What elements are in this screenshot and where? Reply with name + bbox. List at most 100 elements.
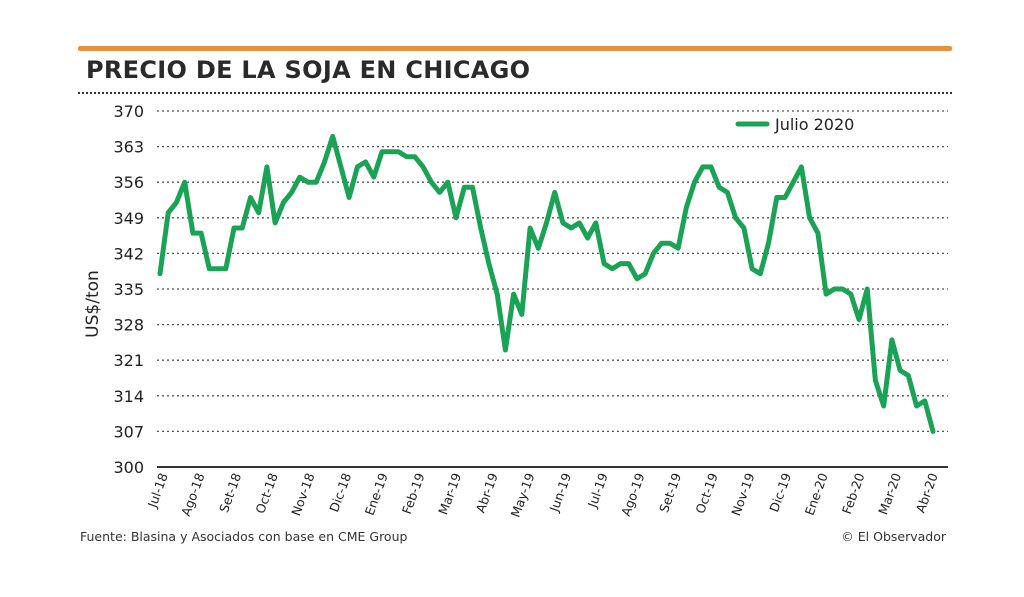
data-point: [602, 261, 607, 266]
data-point: [593, 220, 598, 225]
x-tick-label: Ago-19: [618, 471, 647, 518]
data-point: [857, 317, 862, 322]
y-tick-label: 349: [113, 209, 144, 228]
data-point: [676, 246, 681, 251]
y-tick-label: 307: [113, 422, 144, 441]
data-point: [577, 220, 582, 225]
data-point: [643, 271, 648, 276]
data-point: [158, 271, 163, 276]
accent-bar: [78, 46, 952, 51]
data-point: [454, 215, 459, 220]
data-point: [495, 292, 500, 297]
data-point: [404, 154, 409, 159]
data-point: [610, 266, 615, 271]
data-point: [388, 149, 393, 154]
data-point: [215, 266, 220, 271]
data-point: [371, 175, 376, 180]
data-point: [470, 185, 475, 190]
data-point: [807, 215, 812, 220]
y-tick-label: 314: [113, 387, 144, 406]
data-point: [462, 185, 467, 190]
data-point: [692, 180, 697, 185]
data-point: [297, 175, 302, 180]
x-tick-label: Dic-18: [326, 471, 354, 514]
x-tick-label: Ene-19: [362, 471, 391, 517]
data-point: [799, 164, 804, 169]
data-point: [536, 246, 541, 251]
data-point: [503, 348, 508, 353]
data-point: [207, 266, 212, 271]
data-point: [248, 195, 253, 200]
x-tick-label: Feb-19: [399, 471, 428, 516]
data-point: [322, 159, 327, 164]
data-point: [873, 378, 878, 383]
data-point: [347, 195, 352, 200]
data-point: [528, 226, 533, 231]
data-point: [774, 195, 779, 200]
data-point: [766, 241, 771, 246]
x-tick-label: Jun-19: [546, 471, 574, 515]
title-divider: [78, 92, 952, 94]
data-point: [585, 236, 590, 241]
data-point: [922, 398, 927, 403]
data-point: [618, 261, 623, 266]
x-tick-label: Abr-19: [473, 471, 501, 515]
x-tick-label: Ene-20: [802, 471, 831, 517]
data-point: [659, 241, 664, 246]
data-point: [519, 312, 524, 317]
data-point: [412, 154, 417, 159]
data-point: [314, 180, 319, 185]
data-point: [569, 226, 574, 231]
legend-label: Julio 2020: [774, 115, 854, 134]
data-point: [791, 180, 796, 185]
x-tick-label: Jul-19: [584, 471, 611, 510]
data-point: [240, 226, 245, 231]
data-point: [684, 205, 689, 210]
data-point: [758, 271, 763, 276]
x-tick-label: Ago-18: [178, 471, 207, 518]
data-point: [223, 266, 228, 271]
data-point: [264, 164, 269, 169]
data-point: [281, 200, 286, 205]
data-point: [421, 164, 426, 169]
data-point: [914, 404, 919, 409]
y-tick-label: 342: [113, 244, 144, 263]
y-tick-label: 356: [113, 173, 144, 192]
data-point: [651, 251, 656, 256]
x-tick-label: Jul-18: [144, 471, 171, 510]
data-point: [700, 164, 705, 169]
data-point: [199, 231, 204, 236]
x-tick-label: Set-18: [216, 471, 244, 515]
data-point: [741, 226, 746, 231]
data-point: [815, 231, 820, 236]
data-point: [338, 164, 343, 169]
x-tick-label: Set-19: [656, 471, 684, 515]
data-point: [725, 190, 730, 195]
data-point: [166, 210, 171, 215]
data-point: [865, 287, 870, 292]
data-point: [667, 241, 672, 246]
data-point: [931, 429, 936, 434]
data-point: [840, 287, 845, 292]
y-tick-label: 321: [113, 351, 144, 370]
x-tick-label: Nov-18: [288, 471, 317, 518]
data-point: [511, 292, 516, 297]
data-point: [437, 190, 442, 195]
data-point: [733, 215, 738, 220]
data-point: [363, 159, 368, 164]
series-line-julio-2020: [157, 133, 936, 434]
data-point: [355, 164, 360, 169]
x-tick-label: Nov-19: [728, 471, 757, 518]
data-point: [709, 164, 714, 169]
data-point: [848, 292, 853, 297]
y-tick-label: 328: [113, 316, 144, 335]
data-point: [429, 180, 434, 185]
data-point: [832, 287, 837, 292]
source-note: Fuente: Blasina y Asociados con base en …: [80, 529, 408, 544]
data-point: [906, 373, 911, 378]
x-tick-label: Dic-19: [766, 471, 794, 514]
data-point: [396, 149, 401, 154]
x-tick-label: Feb-20: [839, 471, 868, 516]
data-point: [174, 200, 179, 205]
